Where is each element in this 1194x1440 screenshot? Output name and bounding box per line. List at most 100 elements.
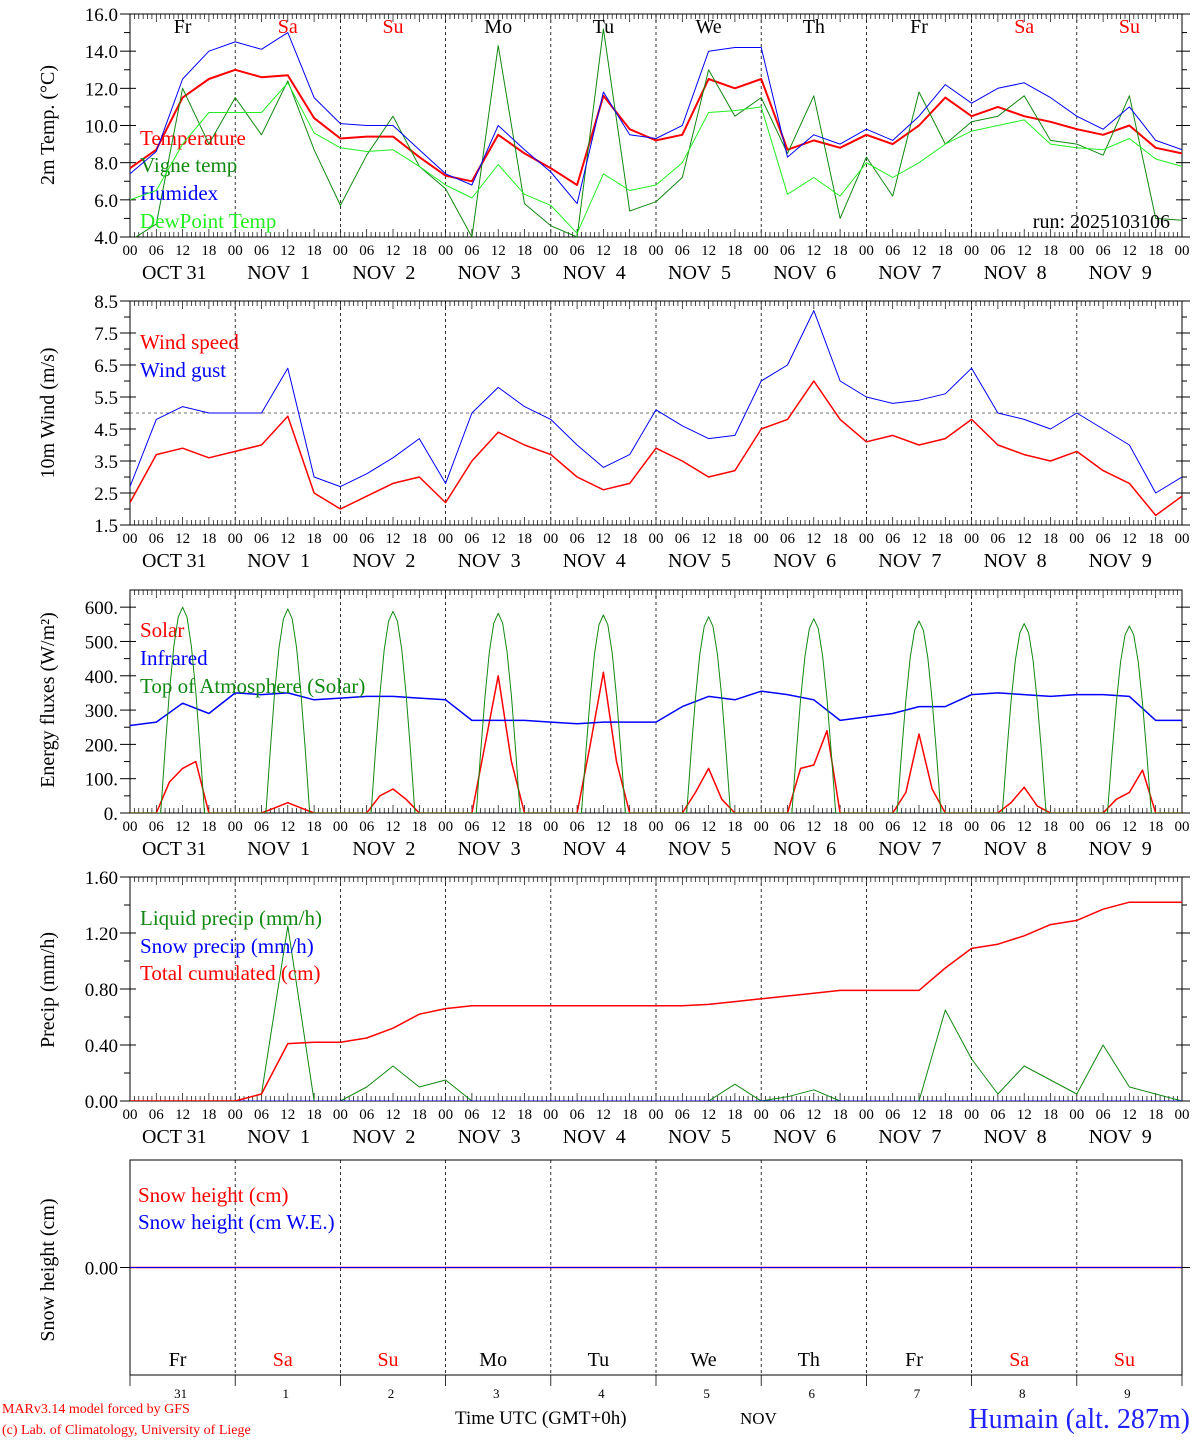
- hour-tick-label: 06: [990, 243, 1006, 259]
- hour-tick-label: 12: [912, 819, 927, 835]
- legend-entry: Snow height (cm): [138, 1183, 288, 1207]
- hour-tick-label: 12: [596, 1107, 611, 1123]
- hour-tick-label: 12: [1017, 243, 1032, 259]
- y-tick-label: 8.5: [94, 292, 118, 313]
- station-label: Humain (alt. 287m): [968, 1404, 1190, 1435]
- hour-tick-label: 06: [675, 819, 691, 835]
- hour-tick-label: 18: [517, 531, 532, 547]
- hour-tick-label: 00: [228, 243, 243, 259]
- y-tick-label: 5.5: [94, 388, 118, 409]
- hour-tick-label: 18: [201, 1107, 216, 1123]
- date-label: NOV 1: [247, 550, 310, 572]
- date-label: NOV 2: [352, 838, 415, 860]
- hour-tick-label: 12: [806, 243, 821, 259]
- date-label: NOV 9: [1089, 838, 1152, 860]
- y-tick-label: 0.: [104, 804, 118, 825]
- hour-tick-label: 06: [464, 1107, 480, 1123]
- hour-tick-label: 06: [990, 1107, 1006, 1123]
- hour-tick-label: 06: [570, 819, 586, 835]
- date-label: NOV 4: [563, 838, 626, 860]
- y-tick-label: 100.: [85, 770, 118, 791]
- day-name-bottom: Sa: [1009, 1349, 1029, 1371]
- date-label: NOV 7: [878, 1126, 941, 1148]
- y-axis-label: Precip (mm/h): [37, 932, 59, 1048]
- hour-tick-label: 12: [701, 243, 716, 259]
- hour-tick-label: 12: [175, 531, 190, 547]
- y-tick-label: 3.5: [94, 452, 118, 473]
- hour-tick-label: 18: [412, 531, 427, 547]
- y-tick-label: 14.0: [85, 42, 118, 63]
- date-label: NOV 1: [247, 1126, 310, 1148]
- hour-tick-label: 00: [964, 819, 979, 835]
- date-label: NOV 1: [247, 262, 310, 284]
- hour-tick-label: 00: [859, 531, 874, 547]
- hour-tick-label: 12: [1017, 819, 1032, 835]
- hour-tick-label: 06: [149, 819, 165, 835]
- hour-tick-label: 00: [859, 243, 874, 259]
- hour-tick-label: 18: [307, 819, 322, 835]
- hour-tick-label: 00: [333, 243, 348, 259]
- hour-tick-label: 06: [1096, 1107, 1112, 1123]
- hour-tick-label: 18: [412, 819, 427, 835]
- day-name-bottom: Fr: [169, 1349, 187, 1371]
- hour-tick-label: 00: [1069, 531, 1084, 547]
- day-name-top: Mo: [484, 16, 512, 38]
- hour-tick-label: 06: [254, 243, 270, 259]
- hour-tick-label: 12: [806, 1107, 821, 1123]
- hour-tick-label: 12: [491, 243, 506, 259]
- hour-tick-label: 00: [1175, 243, 1190, 259]
- date-label: OCT 31: [142, 838, 207, 860]
- hour-tick-label: 12: [280, 243, 295, 259]
- hour-tick-label: 06: [675, 243, 691, 259]
- hour-tick-label: 00: [964, 243, 979, 259]
- hour-tick-label: 18: [201, 531, 216, 547]
- hour-tick-label: 18: [727, 243, 742, 259]
- y-tick-label: 8.0: [94, 154, 118, 175]
- y-tick-label: 0.00: [85, 1092, 118, 1113]
- series-line-top-of-atmosphere-solar: [130, 606, 1182, 813]
- date-label: NOV 4: [563, 1126, 626, 1148]
- hour-tick-label: 00: [228, 1107, 243, 1123]
- day-date-bottom: 6: [809, 1386, 816, 1401]
- day-name-bottom: Th: [798, 1349, 820, 1371]
- hour-tick-label: 12: [806, 819, 821, 835]
- date-label: NOV 2: [352, 262, 415, 284]
- hour-tick-label: 18: [1043, 819, 1058, 835]
- day-name-top: Sa: [1014, 16, 1034, 38]
- hour-tick-label: 12: [1122, 243, 1137, 259]
- hour-tick-label: 12: [701, 531, 716, 547]
- hour-tick-label: 00: [649, 819, 664, 835]
- hour-tick-label: 06: [675, 1107, 691, 1123]
- hour-tick-label: 00: [1069, 1107, 1084, 1123]
- hour-tick-label: 12: [1122, 819, 1137, 835]
- series-line-wind-speed: [130, 380, 1182, 517]
- legend-entry: Liquid precip (mm/h): [140, 906, 322, 930]
- hour-tick-label: 18: [517, 1107, 532, 1123]
- hour-tick-label: 06: [570, 1107, 586, 1123]
- hour-tick-label: 00: [964, 531, 979, 547]
- hour-tick-label: 12: [175, 1107, 190, 1123]
- y-tick-label: 2.5: [94, 484, 118, 505]
- hour-tick-label: 12: [386, 531, 401, 547]
- legend-entry: Temperature: [140, 126, 246, 150]
- y-tick-label: 200.: [85, 735, 118, 756]
- hour-tick-label: 18: [622, 1107, 637, 1123]
- hour-tick-label: 18: [938, 819, 953, 835]
- time-axis-label: Time UTC (GMT+0h): [455, 1408, 627, 1429]
- panels: 00 06 12 18 00 06 12 18 00 06 12 18 00 06 12 18 00 06 12 18…: [37, 5, 1190, 1401]
- hour-tick-label: 18: [412, 243, 427, 259]
- hour-tick-label: 18: [1148, 531, 1163, 547]
- day-name-bottom: Su: [1114, 1349, 1135, 1371]
- hour-tick-label: 18: [727, 1107, 742, 1123]
- hour-tick-label: 00: [123, 243, 138, 259]
- hour-tick-label: 00: [543, 819, 558, 835]
- hour-tick-label: 12: [1017, 531, 1032, 547]
- hour-tick-label: 18: [938, 243, 953, 259]
- legend-entry: Vigne temp: [140, 153, 237, 177]
- legend-entry: Solar: [140, 618, 184, 642]
- day-name-top: Su: [382, 16, 403, 38]
- hour-tick-label: 00: [649, 243, 664, 259]
- hour-tick-label: 12: [280, 1107, 295, 1123]
- hour-tick-label: 00: [649, 531, 664, 547]
